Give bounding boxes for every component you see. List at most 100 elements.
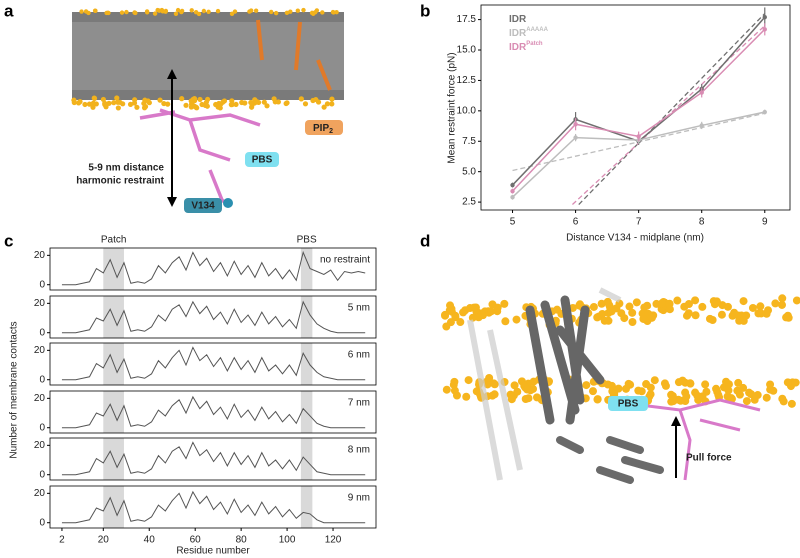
lipid-head bbox=[462, 392, 471, 401]
lipid-head bbox=[784, 313, 793, 322]
lipid-head bbox=[86, 101, 93, 107]
lipid-head bbox=[442, 322, 451, 331]
arrow-head bbox=[671, 416, 681, 426]
lipid-head bbox=[215, 8, 221, 14]
lipid-head bbox=[739, 316, 748, 325]
data-line bbox=[512, 111, 765, 198]
lipid-head bbox=[533, 393, 542, 402]
lipid-head bbox=[669, 397, 678, 406]
lipid-head bbox=[582, 381, 591, 390]
lipid-head bbox=[646, 390, 655, 399]
y-tick-label: 7.5 bbox=[462, 136, 476, 147]
lipid-head bbox=[485, 373, 494, 382]
idr-chain bbox=[639, 398, 761, 481]
lipid-head bbox=[472, 387, 481, 396]
lipid-head bbox=[273, 10, 279, 16]
lipid-head bbox=[160, 9, 165, 14]
lipid-head bbox=[446, 301, 455, 310]
lipid-head bbox=[213, 101, 219, 108]
lipid-head bbox=[264, 103, 270, 109]
lipid-head bbox=[787, 399, 796, 408]
lipid-head bbox=[604, 316, 613, 325]
lipid-head bbox=[756, 302, 765, 311]
lipid-head bbox=[302, 101, 309, 107]
lipid-head bbox=[79, 9, 84, 14]
lipid-head bbox=[157, 8, 162, 13]
lipid-head bbox=[114, 95, 120, 101]
protein-ghost bbox=[467, 287, 622, 481]
y-tick-label: 0 bbox=[39, 327, 45, 338]
x-tick-label: 6 bbox=[573, 217, 579, 228]
lipid-head bbox=[283, 100, 289, 107]
y-tick-label: 5.0 bbox=[462, 166, 476, 177]
lipid-head bbox=[693, 391, 702, 400]
legend-superscript: AAAAA bbox=[526, 27, 548, 33]
lipid-head bbox=[698, 302, 707, 311]
lipid-head bbox=[201, 8, 207, 14]
lipid-head bbox=[650, 376, 659, 385]
pip2-subscript: 2 bbox=[329, 128, 333, 135]
lipid-head bbox=[310, 97, 316, 104]
lipid-head bbox=[779, 397, 788, 406]
restraint-label: harmonic restraint bbox=[76, 176, 164, 187]
lipid-head bbox=[597, 299, 606, 308]
data-point bbox=[510, 188, 515, 194]
lipid-head bbox=[220, 99, 226, 105]
lipid-head bbox=[593, 313, 602, 322]
lipid-head bbox=[161, 100, 167, 107]
lipid-head bbox=[735, 390, 744, 399]
lipid-head bbox=[249, 8, 254, 13]
lipid-head bbox=[315, 99, 322, 105]
protein-illustration: PBS Pull force bbox=[441, 287, 800, 484]
lipid-head bbox=[625, 302, 634, 311]
lipid-head bbox=[229, 98, 235, 104]
data-line bbox=[61, 300, 366, 334]
lipid-head bbox=[628, 308, 637, 317]
lipid-head bbox=[510, 381, 519, 390]
lipid-head bbox=[723, 302, 732, 311]
lipid-head bbox=[501, 317, 510, 326]
lipid-head bbox=[674, 378, 683, 387]
legend-superscript: Patch bbox=[526, 41, 543, 47]
y-tick-label: 12.5 bbox=[457, 75, 477, 86]
lipid-head bbox=[124, 9, 129, 15]
data-line bbox=[511, 28, 766, 192]
lipid-head bbox=[724, 386, 733, 395]
lipid-head bbox=[742, 397, 751, 406]
idr-chain bbox=[139, 108, 261, 207]
lipid-head bbox=[450, 386, 459, 395]
x-axis-label: Residue number bbox=[176, 546, 250, 557]
lipid-head bbox=[242, 100, 248, 106]
plot-frame bbox=[49, 485, 377, 529]
lipid-head bbox=[165, 101, 171, 107]
data-point bbox=[573, 122, 578, 127]
panel-annotation: no restraint bbox=[320, 255, 370, 266]
lipid-head bbox=[684, 300, 693, 309]
plot-frame bbox=[49, 390, 377, 434]
pbs-box bbox=[245, 152, 279, 167]
lipid-head bbox=[204, 103, 210, 109]
lipid-head bbox=[493, 303, 502, 312]
lipid-head bbox=[684, 309, 693, 318]
lipid-head bbox=[77, 99, 83, 105]
data-point bbox=[636, 134, 641, 139]
plot-frame bbox=[480, 4, 791, 211]
y-tick-label: 0 bbox=[39, 374, 45, 385]
y-tick-label: 20 bbox=[34, 345, 46, 356]
lipid-head bbox=[261, 99, 267, 105]
lipid-head bbox=[189, 8, 194, 13]
lipid-head bbox=[179, 8, 185, 14]
lipid-head bbox=[100, 96, 107, 103]
lipid-head bbox=[188, 101, 195, 107]
lipid-head bbox=[329, 96, 335, 102]
lipid-head bbox=[451, 313, 460, 322]
lipid-head bbox=[450, 377, 459, 386]
lipid-head bbox=[86, 10, 91, 16]
lipid-head bbox=[115, 105, 121, 111]
lipid-head bbox=[331, 10, 336, 15]
lipid-head bbox=[206, 9, 211, 14]
lipid-head bbox=[777, 300, 786, 309]
lipid-head bbox=[284, 10, 290, 16]
lipid-head bbox=[717, 310, 726, 319]
membrane-core bbox=[72, 22, 344, 90]
